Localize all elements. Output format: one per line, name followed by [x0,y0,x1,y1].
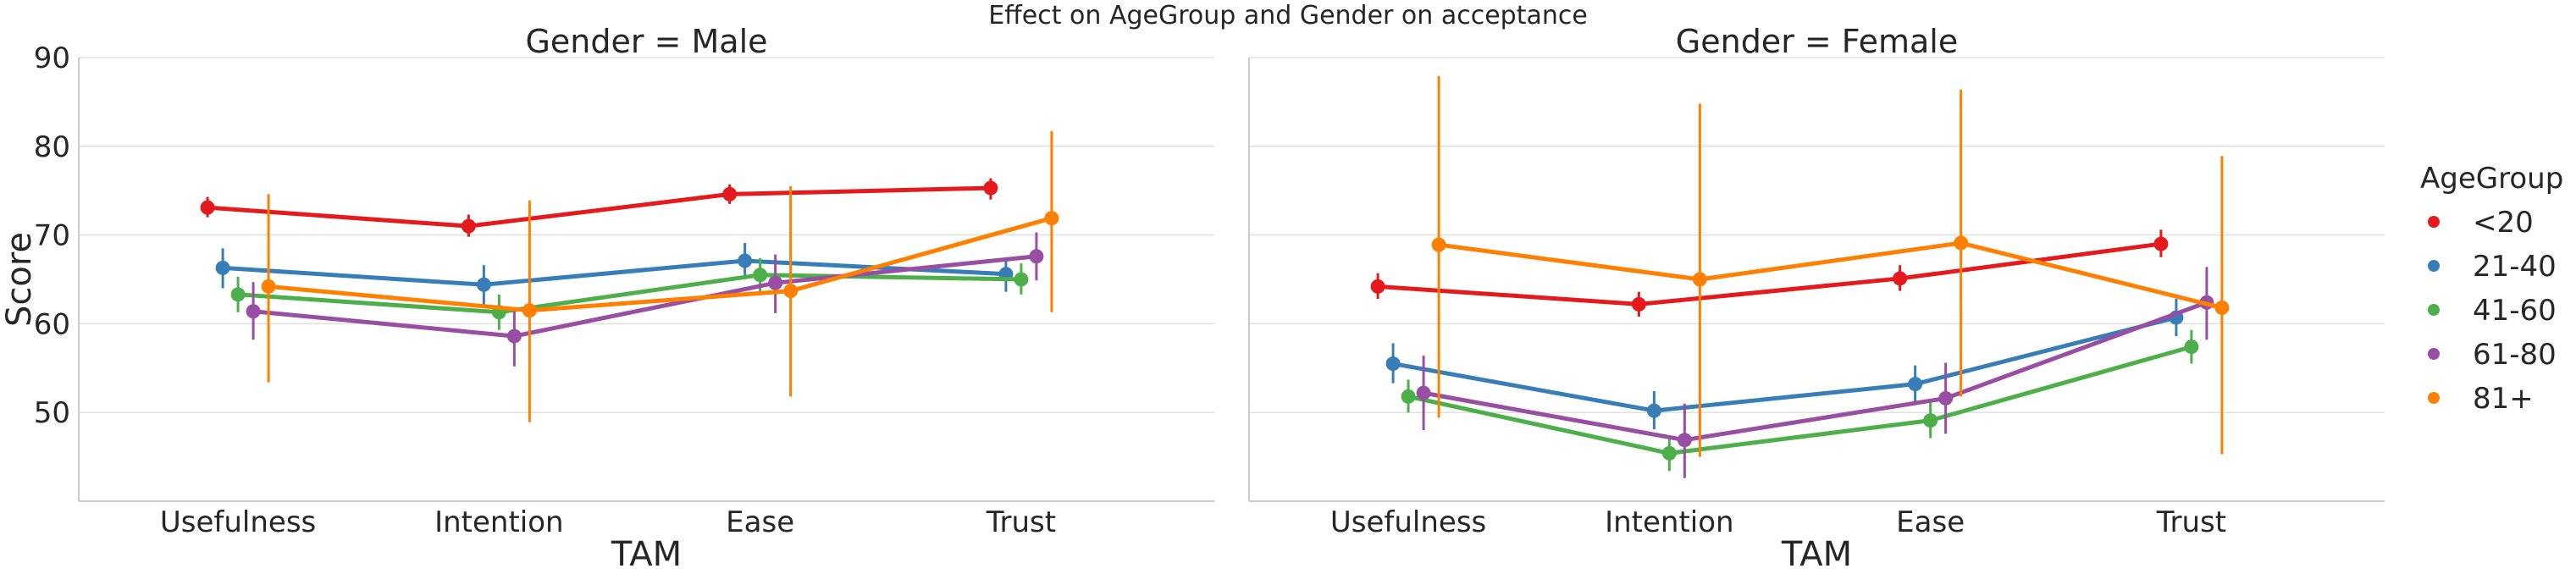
y-tick-label: 50 [34,396,70,430]
data-point [783,284,799,299]
legend-marker [2428,392,2440,404]
legend-item: 81+ [2428,382,2534,416]
data-point [1692,272,1707,287]
data-point [768,275,783,290]
data-point [1044,211,1059,226]
legend-marker [2428,260,2440,272]
series-<20 [1370,229,2169,317]
x-axis-label: TAM [1781,535,1852,574]
panel-female: Gender = Female Usefulness Intention Ease Tr… [1248,23,2385,574]
series-<20 [200,178,998,237]
series-41-60 [1401,329,2199,472]
y-tick-label: 60 [34,307,70,341]
data-point [722,186,738,201]
data-point [983,180,998,196]
data-point [246,304,261,319]
legend-marker [2428,304,2440,316]
data-point [738,253,753,268]
legend-label: 81+ [2473,382,2534,416]
data-point [753,268,768,283]
series-line [207,185,991,229]
data-point [1661,445,1677,461]
x-tick-label: Trust [986,505,1056,539]
legend-item: 21-40 [2428,250,2557,284]
data-point [1646,403,1661,418]
data-point [2153,236,2169,251]
data-point [1385,356,1401,372]
chart-title: Effect on AgeGroup and Gender on accepta… [988,1,1588,30]
legend-label: 41-60 [2473,294,2557,328]
x-tick-label: Ease [1896,505,1965,539]
series-line [1392,315,2177,413]
data-point [1923,413,1938,428]
series-line [252,254,1037,339]
data-point [1954,235,1969,251]
x-tick-label: Intention [434,505,564,539]
data-point [1029,249,1044,264]
series-line [1438,240,2223,310]
legend-label: <20 [2473,206,2534,240]
x-tick-label: Usefulness [160,505,316,539]
data-point [1370,279,1385,294]
x-tick-label: Intention [1605,505,1734,539]
x-tick-label: Ease [726,505,794,539]
data-point [1631,296,1646,312]
panel-title: Gender = Male [525,23,767,60]
data-point [1908,377,1923,392]
y-tick-label: 90 [34,41,70,75]
data-point [2184,339,2199,355]
data-point [506,328,522,344]
legend-item: <20 [2428,206,2534,240]
legend-item: 41-60 [2428,294,2557,328]
data-point [1893,271,1908,286]
legend-label: 21-40 [2473,250,2557,284]
data-point [1677,433,1692,448]
data-point [1431,237,1446,252]
data-point [2214,301,2230,316]
y-tick-label: 70 [34,219,70,253]
legend: AgeGroup <20 21-40 41-60 61-80 81+ [2420,162,2563,416]
data-point [215,260,230,275]
series-81+ [1431,76,2230,457]
panel-male: Gender = Male 50 60 70 80 90 Score Usefulness In… [0,23,1214,574]
data-point [1401,389,1416,404]
series-line [1423,300,2208,443]
series-21-40 [1385,299,2184,430]
x-axis-label: TAM [611,535,682,574]
data-point [461,218,476,234]
series-line [237,273,1021,315]
legend-marker [2428,348,2440,360]
data-point [1416,385,1431,400]
series-81+ [261,130,1059,422]
data-point [476,277,491,292]
data-point [200,200,215,215]
data-point [1938,390,1954,406]
legend-label: 61-80 [2473,338,2557,372]
x-tick-label: Trust [2156,505,2226,539]
y-tick-label: 80 [34,130,70,164]
data-point [1014,272,1029,287]
legend-marker [2428,216,2440,228]
series-61-80 [246,232,1044,367]
series-line [1407,345,2192,455]
legend-item: 61-80 [2428,338,2557,372]
legend-title: AgeGroup [2420,162,2563,196]
y-axis-label: Score [0,232,39,327]
x-tick-label: Usefulness [1330,505,1486,539]
panel-title: Gender = Female [1676,23,1958,60]
data-point [261,279,276,294]
series-41-60 [230,257,1029,330]
data-point [230,287,246,302]
data-point [522,303,537,318]
series-line [268,216,1053,313]
